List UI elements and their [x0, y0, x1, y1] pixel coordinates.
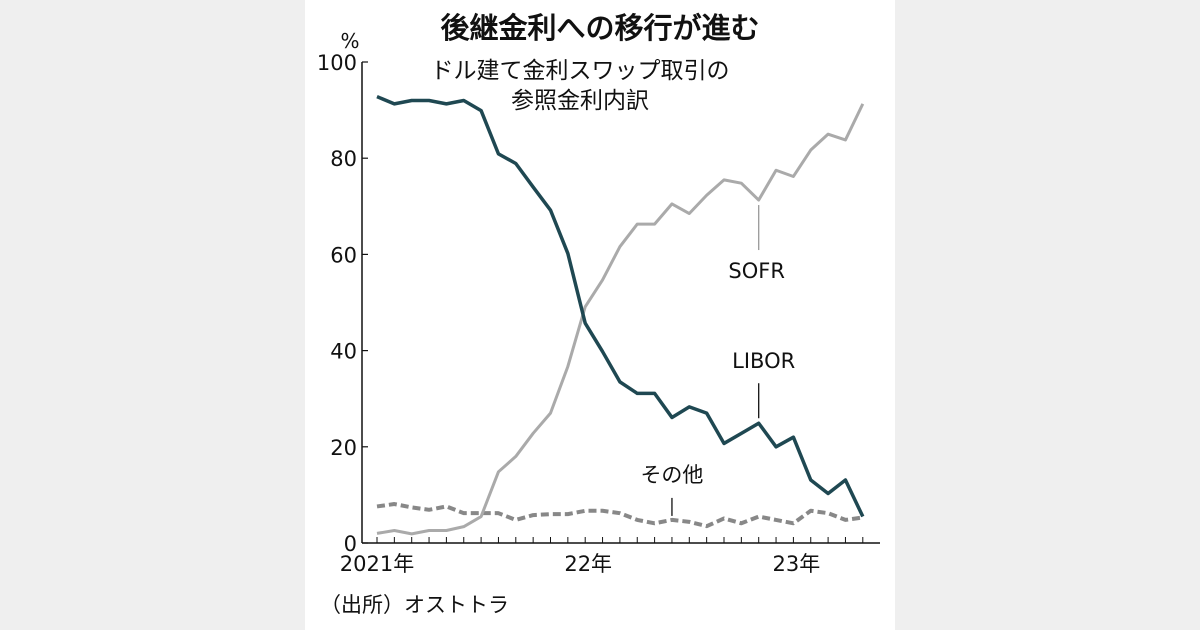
x-tick-label: 23年 [773, 552, 821, 576]
source-note: （出所）オストトラ [320, 593, 509, 617]
chart-subtitle-line1: ドル建て金利スワップ取引の [431, 58, 730, 84]
y-tick-label: 80 [330, 147, 357, 171]
series-line-libor [376, 95, 865, 518]
series-label: LIBOR [732, 349, 795, 373]
series-label: SOFR [728, 259, 785, 283]
series-line-other [376, 502, 864, 529]
y-tick-label: 100 [317, 51, 357, 75]
y-tick-label: 0 [344, 532, 357, 556]
chart-panel [305, 0, 895, 630]
chart-subtitle-line2: 参照金利内訳 [511, 88, 649, 114]
series-label: その他 [640, 463, 703, 487]
y-tick-label: 60 [330, 243, 357, 267]
y-tick-label: 20 [330, 436, 357, 460]
series-line-sofr [376, 103, 865, 536]
chart-title: 後継金利への移行が進む [440, 11, 759, 45]
y-axis-unit: % [340, 29, 359, 53]
x-tick-label: 2021年 [340, 552, 414, 576]
x-tick-label: 22年 [564, 552, 612, 576]
y-tick-label: 40 [330, 340, 357, 364]
